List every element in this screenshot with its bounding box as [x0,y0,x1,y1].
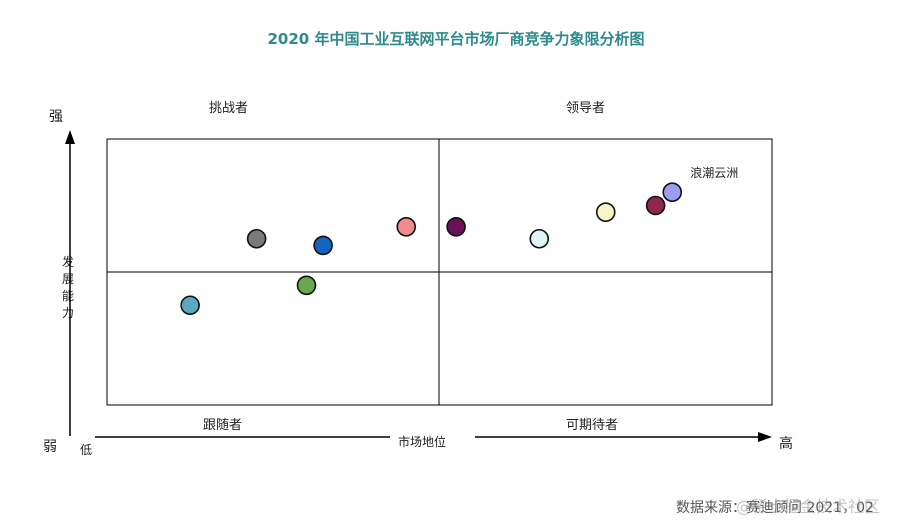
data-point-3 [296,275,317,296]
quadrant-label-followers: 跟随者 [203,418,243,433]
data-point-10 [662,182,683,202]
x-axis-arrow [95,432,772,442]
y-axis-title: 发展能力 [62,255,75,320]
quadrant-label-challengers: 挑战者 [209,101,249,116]
source-note: 数据来源：赛迪顾问 2021，02 [676,500,874,516]
data-point-1 [180,295,200,316]
x-axis-low-label: 低 [80,443,93,457]
x-axis-arrowhead [758,432,772,442]
x-axis-title: 市场地位 [398,435,447,449]
data-point-7 [529,228,550,249]
data-point-5 [396,216,417,237]
y-axis-high-label: 强 [49,109,63,125]
plot-frame [106,138,773,406]
data-point-2 [246,228,267,249]
chart-title: 2020 年中国工业互联网平台市场厂商竞争力象限分析图 [267,30,645,48]
data-point-label: 浪潮云洲 [690,165,738,180]
watermark: @稀土掘金技术社区 [736,497,881,516]
data-point-9 [645,195,666,216]
data-points: 浪潮云洲 [180,165,738,316]
data-point-6 [446,216,466,237]
data-point-8 [595,202,616,222]
quadrant-label-promising: 可期待者 [566,418,619,433]
y-axis-low-label: 弱 [43,439,57,455]
x-axis-high-label: 高 [779,436,793,452]
data-point-4 [313,235,333,256]
quadrant-label-leaders: 领导者 [566,101,606,116]
y-axis-arrowhead [65,130,75,144]
y-axis-arrow [65,130,75,436]
